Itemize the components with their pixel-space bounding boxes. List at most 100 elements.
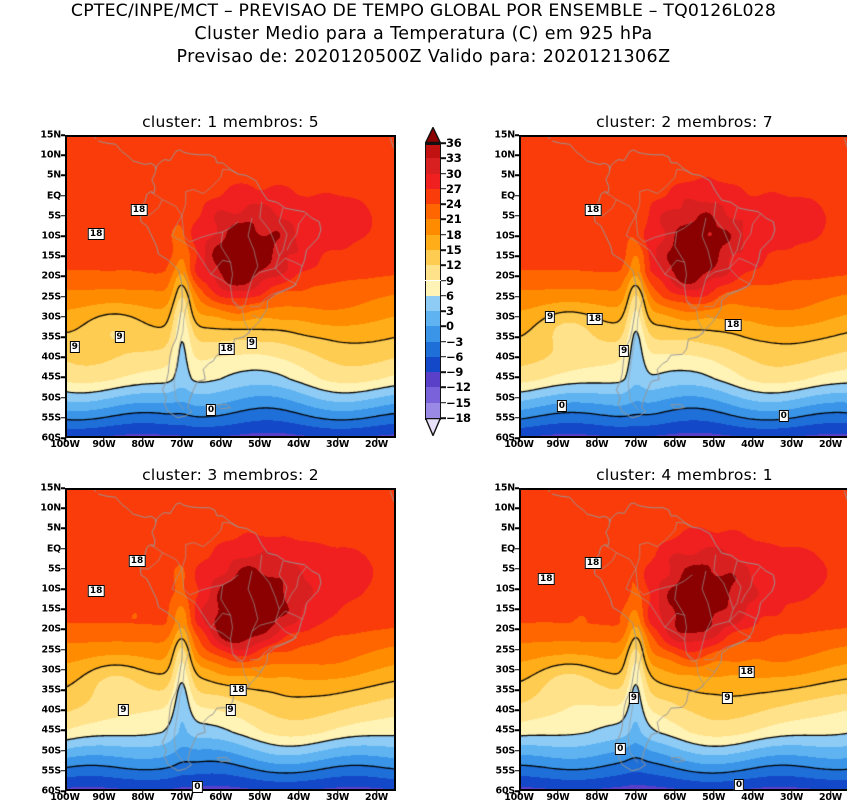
colorbar-label-3: 3 bbox=[446, 304, 454, 319]
y-axis-label-20S: 20S bbox=[495, 623, 516, 635]
y-axis-tick bbox=[515, 235, 519, 237]
colorbar-tick bbox=[441, 249, 446, 251]
y-axis-label-45S: 45S bbox=[41, 371, 62, 383]
x-axis-label-30W: 30W bbox=[326, 792, 350, 803]
y-axis-tick bbox=[515, 215, 519, 217]
y-axis-tick bbox=[61, 729, 65, 732]
colorbar-tick bbox=[441, 279, 446, 282]
contour-label-9: 9 bbox=[619, 345, 630, 358]
x-axis-tick bbox=[220, 791, 222, 795]
temperature-map-canvas-4 bbox=[521, 490, 847, 789]
x-axis-label-40W: 40W bbox=[741, 792, 765, 803]
colorbar-tick bbox=[441, 203, 446, 205]
colorbar-tick bbox=[441, 142, 446, 144]
colorbar-label-0: 0 bbox=[446, 319, 454, 334]
x-axis-label-40W: 40W bbox=[287, 439, 311, 450]
y-axis-tick bbox=[61, 194, 65, 197]
y-axis-tick bbox=[61, 608, 65, 610]
y-axis-tick bbox=[61, 628, 65, 631]
colorbar-label--15: −15 bbox=[446, 395, 471, 410]
plot-frame-cluster-1 bbox=[65, 135, 396, 438]
x-axis-tick bbox=[518, 438, 520, 442]
colorbar-label--6: −6 bbox=[446, 349, 464, 364]
x-axis-tick bbox=[829, 438, 832, 442]
contour-label-0: 0 bbox=[205, 403, 217, 416]
x-axis-label-30W: 30W bbox=[780, 439, 804, 450]
x-axis-label-30W: 30W bbox=[326, 439, 350, 450]
x-axis-label-40W: 40W bbox=[287, 792, 311, 803]
y-axis-tick bbox=[61, 316, 65, 318]
y-axis-label-10N: 10N bbox=[494, 149, 515, 161]
x-axis-label-70W: 70W bbox=[624, 439, 648, 450]
x-axis-label-60W: 60W bbox=[209, 439, 233, 450]
contour-label-18: 18 bbox=[537, 572, 555, 585]
y-axis-tick bbox=[515, 295, 519, 298]
y-axis-label-45S: 45S bbox=[41, 724, 62, 736]
y-axis-tick bbox=[515, 376, 519, 379]
y-axis-label-15N: 15N bbox=[494, 129, 515, 141]
x-axis-tick bbox=[103, 438, 105, 442]
x-axis-tick bbox=[751, 791, 754, 795]
contour-label-0: 0 bbox=[556, 399, 567, 412]
x-axis-label-100W: 100W bbox=[504, 792, 534, 803]
panel-cluster-4: cluster: 4 membros: 1 15N 10N 5N EQ 5S 10S 15S 2… bbox=[494, 466, 847, 803]
y-axis-label-15N: 15N bbox=[494, 482, 515, 494]
y-axis-tick bbox=[515, 437, 519, 439]
y-axis-label-40S: 40S bbox=[41, 704, 62, 716]
colorbar-tick bbox=[441, 310, 446, 312]
x-axis-label-20W: 20W bbox=[818, 792, 843, 803]
contour-label-0: 0 bbox=[733, 778, 745, 791]
temperature-map-canvas-2 bbox=[521, 137, 847, 436]
y-axis-tick bbox=[515, 396, 519, 399]
colorbar-band-33 bbox=[425, 158, 441, 174]
y-axis-tick bbox=[61, 648, 65, 651]
plot-frame-cluster-2 bbox=[519, 135, 847, 438]
y-axis-label-35S: 35S bbox=[495, 331, 516, 343]
y-axis-label-35S: 35S bbox=[41, 331, 62, 343]
y-axis-tick bbox=[61, 154, 65, 156]
x-axis-tick bbox=[557, 438, 559, 442]
x-axis-tick bbox=[790, 438, 793, 442]
x-axis-tick bbox=[790, 791, 793, 795]
y-axis-label-40S: 40S bbox=[495, 704, 516, 716]
colorbar-label-33: 33 bbox=[446, 151, 462, 166]
y-axis-tick bbox=[515, 336, 519, 338]
colorbar-band-18 bbox=[425, 234, 441, 250]
y-axis-label-EQ: EQ bbox=[46, 543, 61, 555]
colorbar-arrow-bottom bbox=[424, 417, 442, 438]
x-axis-tick bbox=[181, 791, 183, 795]
x-axis-tick bbox=[596, 438, 598, 442]
y-axis-tick bbox=[61, 669, 65, 671]
y-axis-tick bbox=[515, 356, 519, 358]
y-axis-label-60S: 60S bbox=[41, 785, 62, 797]
y-axis-label-5S: 5S bbox=[501, 210, 515, 222]
y-axis-label-5S: 5S bbox=[47, 563, 61, 575]
x-axis-tick bbox=[297, 438, 300, 442]
plot-frame-cluster-4 bbox=[519, 488, 847, 791]
x-axis-label-40W: 40W bbox=[741, 439, 765, 450]
colorbar-band-30 bbox=[425, 173, 441, 189]
x-axis-tick bbox=[635, 791, 637, 795]
x-axis-tick bbox=[336, 438, 339, 442]
contour-label-18: 18 bbox=[128, 554, 146, 567]
colorbar-band-0 bbox=[425, 326, 441, 342]
contour-label-9: 9 bbox=[114, 331, 125, 343]
panel-title-cluster-1: cluster: 1 membros: 5 bbox=[142, 113, 319, 131]
x-axis-label-80W: 80W bbox=[131, 439, 155, 450]
x-axis-tick bbox=[142, 438, 144, 442]
colorbar-label-18: 18 bbox=[446, 227, 462, 242]
contour-label-0: 0 bbox=[192, 780, 203, 793]
y-axis-label-50S: 50S bbox=[495, 745, 516, 757]
x-axis-tick bbox=[674, 438, 676, 442]
x-axis-tick bbox=[635, 438, 637, 442]
colorbar-label-12: 12 bbox=[446, 258, 462, 273]
panel-title-cluster-3: cluster: 3 membros: 2 bbox=[142, 466, 319, 484]
colorbar-band--6 bbox=[425, 356, 441, 373]
x-axis-label-80W: 80W bbox=[585, 792, 609, 803]
colorbar-label--18: −18 bbox=[446, 411, 471, 425]
contour-label-18: 18 bbox=[218, 343, 235, 356]
y-axis-label-30S: 30S bbox=[495, 311, 516, 323]
title-line-3: Previsao de: 2020120500Z Valido para: 20… bbox=[176, 47, 671, 67]
contour-label-18: 18 bbox=[230, 684, 247, 696]
y-axis-label-5S: 5S bbox=[47, 210, 61, 222]
